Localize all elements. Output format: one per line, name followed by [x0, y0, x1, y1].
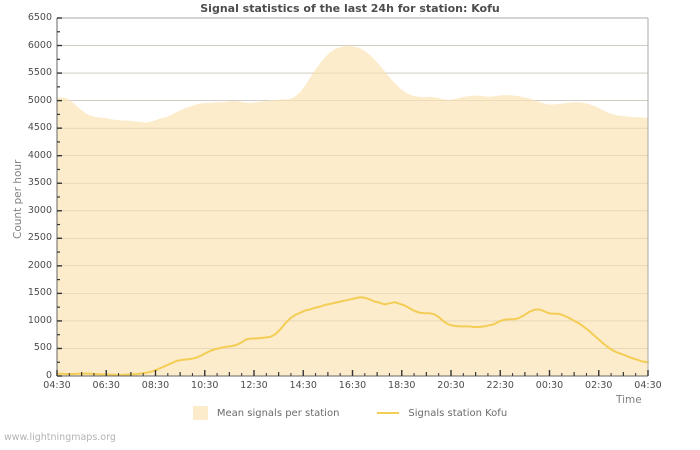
y-tick-label: 5000	[27, 94, 52, 106]
y-tick-label: 6000	[27, 39, 52, 51]
watermark-text: www.lightningmaps.org	[4, 432, 116, 443]
x-tick-label: 20:30	[437, 380, 465, 391]
legend-item-station-signals[interactable]: Signals station Kofu	[377, 408, 507, 419]
legend-label-station-signals: Signals station Kofu	[408, 407, 508, 419]
x-tick-label: 12:30	[240, 380, 268, 391]
legend-label-mean-signals: Mean signals per station	[216, 407, 340, 419]
x-tick-label: 04:30	[43, 380, 71, 391]
chart-legend: Mean signals per station Signals station…	[0, 406, 700, 420]
x-tick-label: 00:30	[535, 380, 564, 391]
x-tick-label: 14:30	[289, 380, 317, 391]
x-tick-label: 22:30	[486, 380, 514, 391]
x-tick-label: 04:30	[634, 380, 662, 391]
y-tick-label: 2500	[27, 232, 52, 244]
y-axis-title: Count per hour	[12, 159, 24, 239]
y-tick-label: 3000	[27, 204, 52, 216]
legend-line-swatch-icon	[377, 412, 400, 414]
x-tick-label: 10:30	[191, 380, 219, 391]
x-tick-label: 02:30	[585, 380, 613, 391]
y-tick-label: 6500	[27, 12, 52, 23]
y-tick-label: 4000	[27, 149, 52, 161]
y-tick-label: 1000	[27, 314, 52, 326]
y-tick-label: 1500	[27, 287, 52, 299]
x-tick-label: 16:30	[338, 380, 367, 391]
x-tick-label: 08:30	[141, 380, 170, 391]
y-tick-label: 500	[33, 342, 52, 354]
y-tick-label: 3500	[27, 177, 52, 189]
x-axis-title: Time	[616, 394, 642, 406]
y-tick-label: 2000	[27, 259, 52, 271]
x-tick-label: 06:30	[92, 380, 120, 391]
y-tick-label: 4500	[27, 122, 52, 134]
x-tick-label: 18:30	[388, 380, 416, 391]
legend-item-mean-signals[interactable]: Mean signals per station	[192, 406, 340, 420]
legend-area-swatch-icon	[192, 406, 208, 420]
chart-title: Signal statistics of the last 24h for st…	[200, 2, 500, 15]
y-tick-label: 0	[45, 370, 52, 381]
y-tick-label: 5500	[27, 67, 52, 79]
